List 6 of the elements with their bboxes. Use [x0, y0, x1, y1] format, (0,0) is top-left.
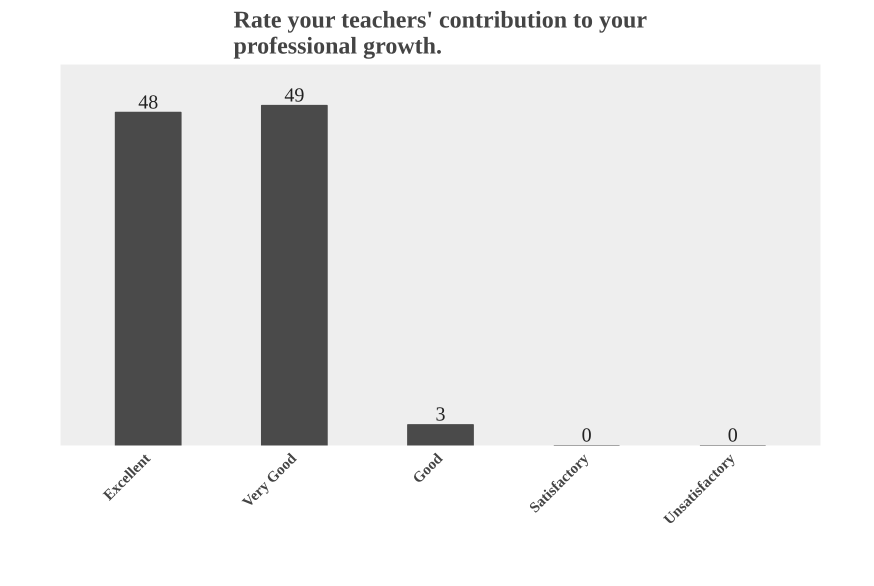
data-label: 0 [582, 424, 592, 446]
chart-title: Rate your teachers' contribution to your professional growth. [234, 8, 648, 60]
data-label: 48 [138, 91, 158, 114]
data-label: 3 [436, 404, 446, 426]
data-label: 0 [728, 424, 738, 446]
data-label: 49 [284, 84, 304, 106]
